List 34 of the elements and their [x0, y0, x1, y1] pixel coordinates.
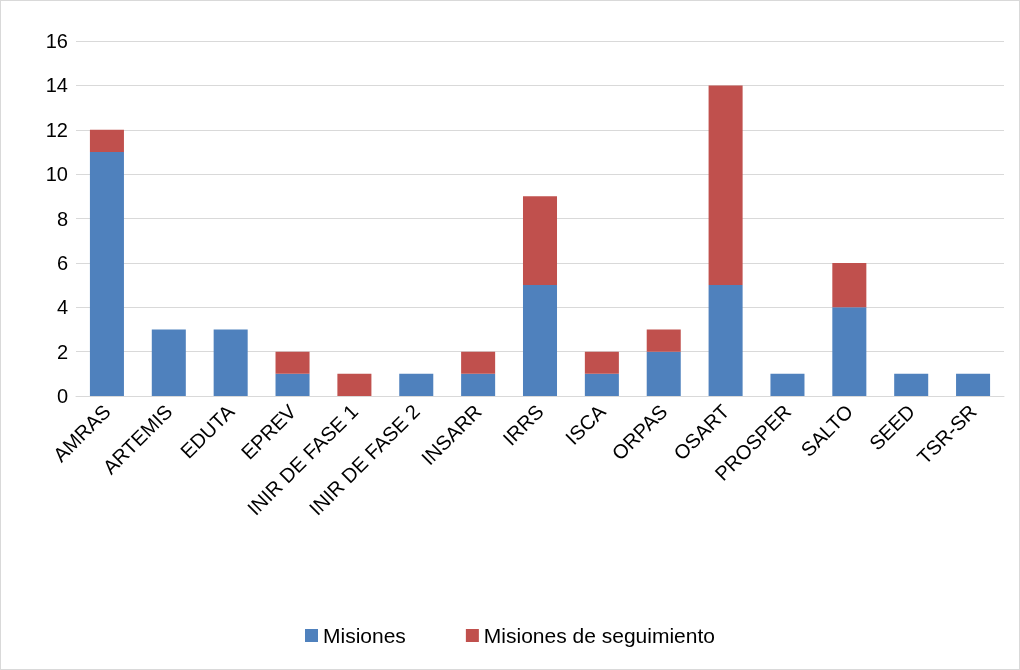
bar	[522, 285, 558, 396]
bar	[275, 373, 310, 396]
y-tick-label: 6	[56, 251, 68, 274]
y-tick-label: 4	[56, 296, 68, 319]
bar	[151, 329, 186, 396]
bar	[584, 373, 619, 396]
legend-label: Misiones de seguimiento	[483, 624, 715, 647]
bar	[213, 329, 248, 396]
y-tick-label: 12	[45, 118, 68, 141]
bar	[832, 307, 867, 396]
bar	[275, 351, 310, 374]
bar	[894, 373, 929, 396]
y-tick-label: 16	[45, 30, 68, 52]
y-tick-label: 8	[56, 207, 68, 230]
bar	[646, 351, 681, 396]
legend-label: Misiones	[323, 624, 406, 647]
bar	[89, 129, 124, 152]
bar	[646, 329, 681, 352]
bar	[708, 285, 743, 396]
y-tick-label: 10	[45, 163, 68, 186]
y-tick-label: 14	[45, 74, 68, 97]
bar	[770, 373, 805, 396]
y-tick-label: 0	[56, 385, 68, 407]
bar	[89, 151, 124, 396]
bar	[337, 373, 372, 396]
bar	[461, 351, 496, 374]
bar	[708, 85, 743, 286]
bar	[832, 262, 867, 308]
bar	[584, 351, 619, 374]
bar	[522, 196, 558, 286]
bar	[399, 373, 434, 396]
bar	[956, 373, 991, 396]
bar	[461, 373, 496, 396]
y-tick-label: 2	[56, 340, 68, 363]
